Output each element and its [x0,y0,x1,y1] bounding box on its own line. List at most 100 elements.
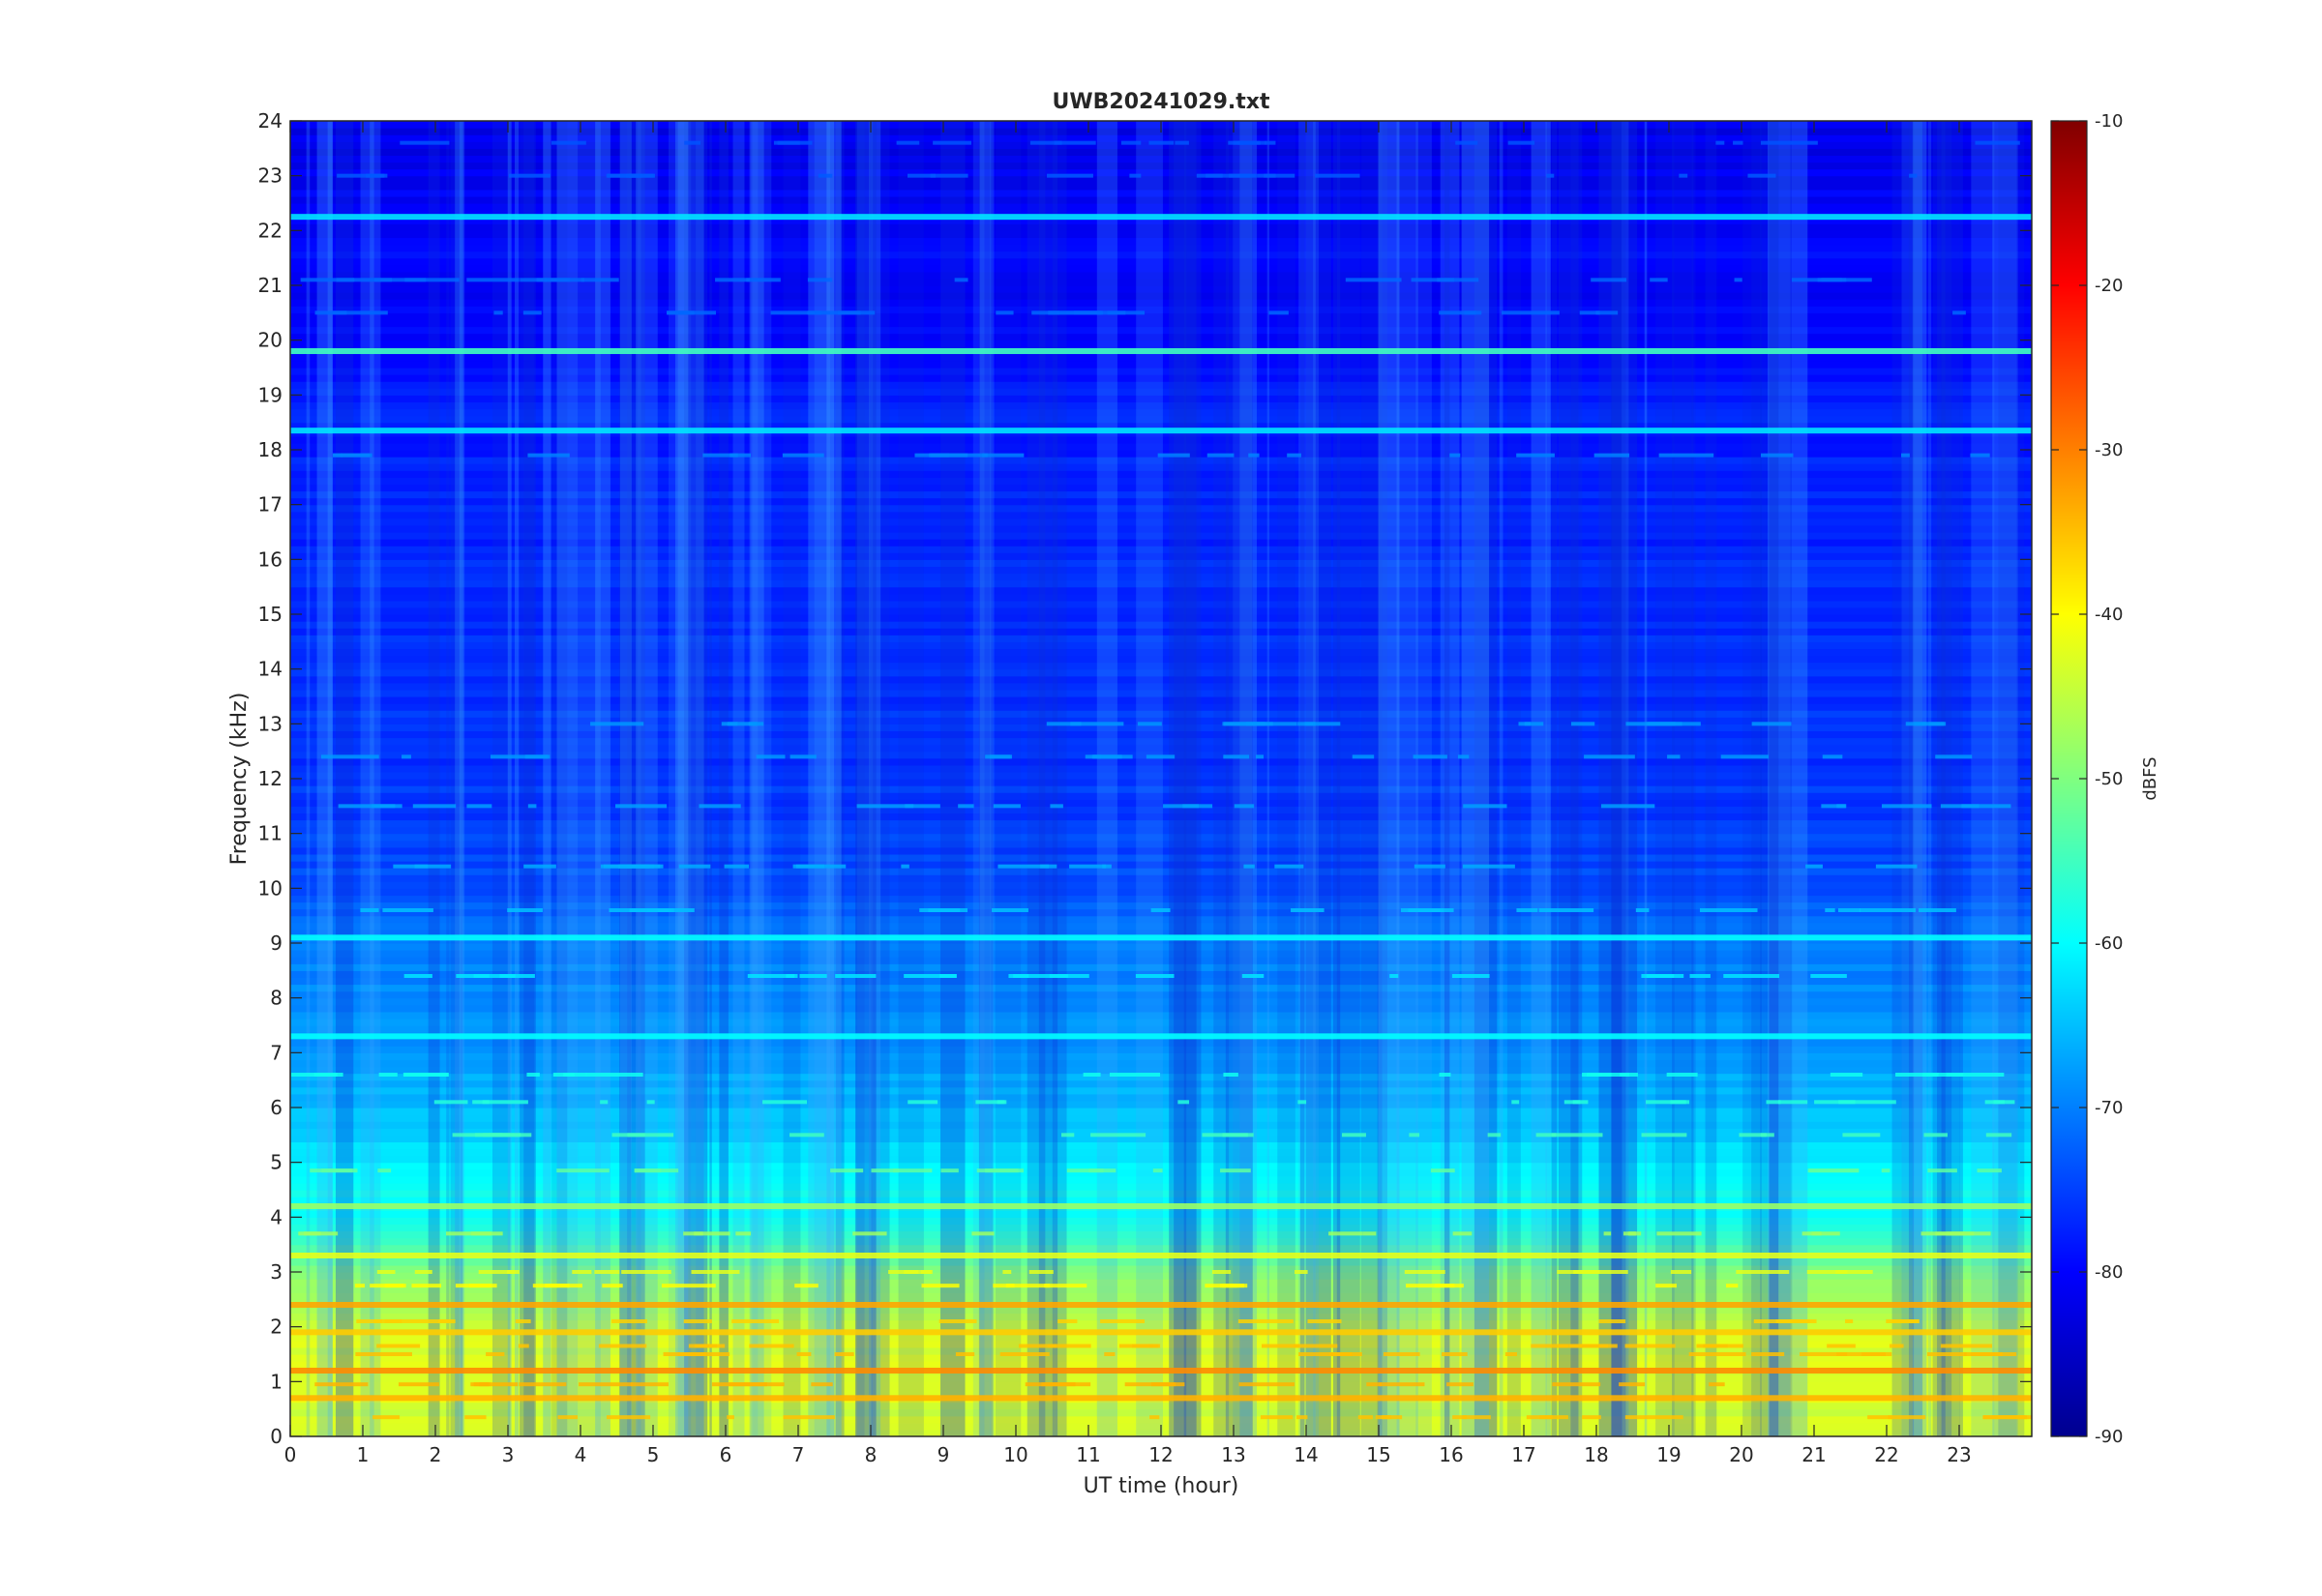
emission-dash [835,974,877,978]
emission-dash [1723,974,1780,978]
emission-dash [699,804,741,809]
time-column [835,121,845,1436]
emission-dash [1670,1100,1686,1105]
time-column [1611,121,1638,1436]
frequency-band [290,463,2032,471]
emission-dash [499,974,535,978]
time-column [898,121,924,1436]
emission-dash [579,1382,633,1387]
time-column [1545,121,1551,1436]
emission-dash [1747,173,1776,178]
time-column [556,121,579,1436]
frequency-band [290,1230,2032,1239]
emission-dash [1400,908,1454,912]
time-column [1233,121,1253,1436]
emission-dash [1013,974,1069,978]
frequency-band [290,908,2032,917]
emission-dash [618,864,661,869]
frequency-band [290,1093,2032,1102]
emission-dash [747,974,798,978]
emission-dash [1733,140,1743,145]
colorbar-tick-label: -30 [2095,440,2123,460]
emission-dash [1926,1352,1967,1356]
intermittent-emissions [290,140,2032,1420]
time-column [1299,121,1305,1436]
emission-dash [411,1284,442,1288]
y-axis-label: Frequency (kHz) [227,693,252,866]
emission-dash [606,1415,651,1420]
time-column [871,121,890,1436]
time-column [1912,121,1927,1436]
emission-dash [683,1319,712,1323]
emission-dash [1462,864,1515,869]
emission-dash [486,1352,505,1356]
emission-dash [557,1415,578,1420]
emission-dash [1044,1284,1087,1288]
frequency-band [290,1141,2032,1150]
emission-dash [852,1231,887,1236]
frequency-band [290,922,2032,931]
frequency-band [290,833,2032,842]
emission-dash [509,173,551,178]
frequency-band [290,1121,2032,1129]
emission-dash [1413,754,1447,759]
frequency-band [290,730,2032,739]
emission-dash [818,173,833,178]
colorbar-tick-label: -70 [2095,1098,2123,1118]
emission-dash [482,1100,528,1105]
colorbar-tick-label: -60 [2095,933,2123,954]
frequency-band [290,141,2032,149]
frequency-band [290,1408,2032,1417]
emission-dash [455,1284,491,1288]
time-column [783,121,801,1436]
emission-dash [727,722,758,726]
emission-dash [794,1284,819,1288]
emission-dash [1635,908,1650,912]
frequency-band [290,593,2032,602]
y-tick-label: 5 [270,1151,283,1174]
emission-dash [522,310,542,315]
emission-dash [1049,974,1089,978]
emission-dash [893,1168,933,1173]
emission-dash [1295,1270,1308,1274]
emission-dash [933,140,971,145]
colorbar-tick-label: -90 [2095,1427,2123,1447]
emission-line [290,1203,2032,1209]
frequency-band [290,606,2032,615]
horizontal-emission-lines [290,214,2032,1402]
emission-dash [990,754,1011,759]
x-tick-label: 4 [575,1443,587,1466]
frequency-band [290,785,2032,793]
emission-dash [1821,278,1872,282]
frequency-band [290,868,2032,875]
frequency-band [290,490,2032,499]
x-tick-label: 11 [1076,1443,1100,1466]
time-column [1499,121,1503,1436]
emission-dash [376,1344,421,1348]
emission-dash [731,1319,780,1323]
frequency-band [290,210,2032,218]
emission-dash [1196,173,1251,178]
time-column [1621,121,1629,1436]
colorbar-tick-label: -50 [2095,769,2123,789]
emission-dash [982,453,1025,458]
frequency-band [290,1100,2032,1108]
time-column [637,121,641,1436]
emission-dash [1825,908,1835,912]
frequency-band [290,333,2032,341]
emission-dash [907,173,937,178]
emission-dash [1778,1100,1808,1105]
emission-dash [1366,1382,1383,1387]
frequency-band [290,1086,2032,1095]
frequency-band [290,621,2032,629]
frequency-band [290,997,2032,1006]
emission-dash [1516,453,1555,458]
x-tick-label: 16 [1439,1443,1463,1466]
emission-dash [1881,804,1932,809]
emission-dash [1895,1073,1939,1077]
emission-dash [1552,1382,1601,1387]
emission-dash [1739,1133,1767,1138]
x-tick-label: 9 [938,1443,950,1466]
frequency-band [290,1279,2032,1286]
colorbar-tick-label: -20 [2095,276,2123,296]
